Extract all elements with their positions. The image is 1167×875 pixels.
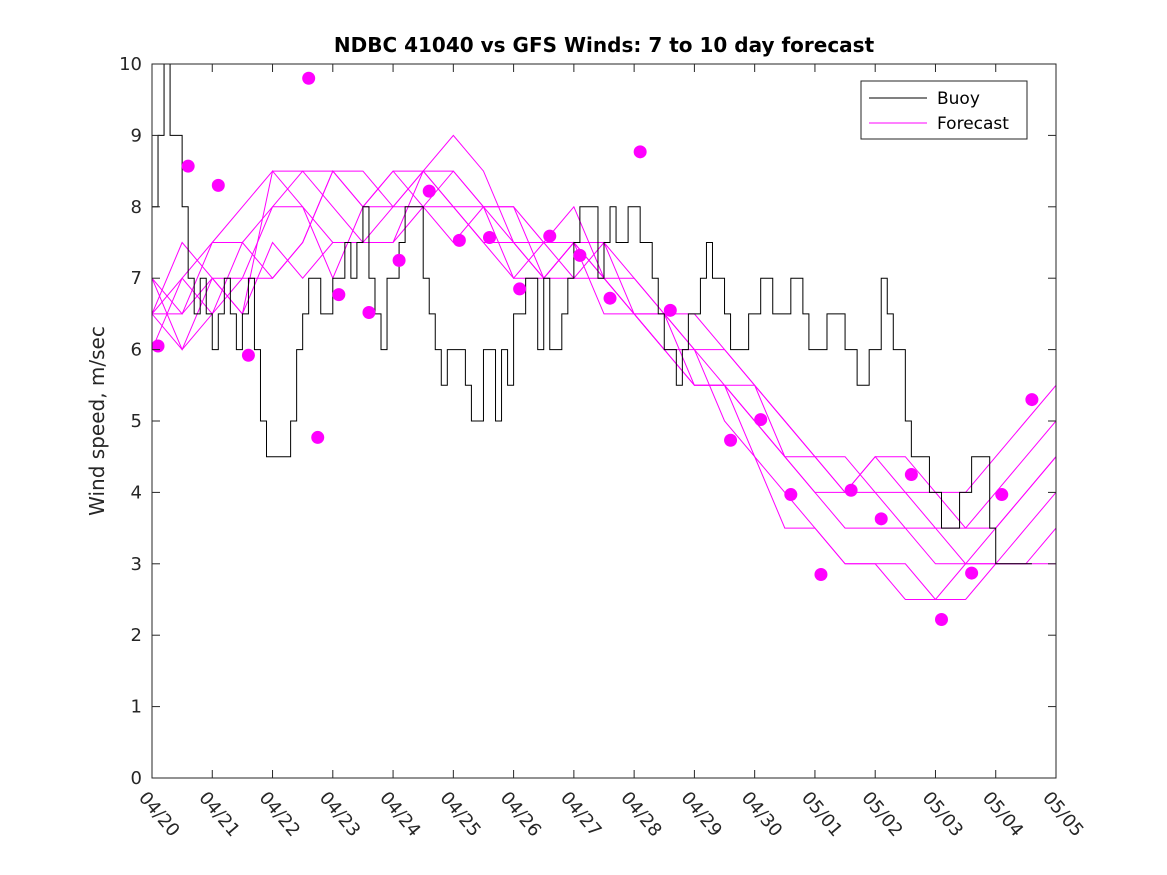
forecast-marker	[754, 413, 768, 427]
forecast-marker	[603, 291, 617, 305]
forecast-marker	[482, 231, 496, 245]
forecast-marker	[302, 71, 316, 85]
y-axis-label: Wind speed, m/sec	[85, 326, 109, 516]
legend: Buoy Forecast	[860, 80, 1028, 140]
forecast-marker	[904, 468, 918, 482]
forecast-marker	[211, 178, 225, 192]
y-tick-label: 6	[131, 340, 142, 361]
buoy-line	[152, 64, 1032, 565]
forecast-marker	[633, 145, 647, 159]
forecast-marker	[241, 348, 255, 362]
y-tick-label: 7	[131, 268, 142, 289]
forecast-marker	[152, 339, 165, 353]
forecast-marker	[844, 483, 858, 497]
y-tick-label: 10	[119, 54, 142, 75]
forecast-marker	[332, 288, 346, 302]
forecast-marker	[784, 488, 798, 502]
forecast-marker	[934, 612, 948, 626]
y-tick-label: 8	[131, 197, 142, 218]
y-tick-label: 9	[131, 125, 142, 146]
forecast-marker	[311, 430, 325, 444]
forecast-line	[152, 170, 1056, 493]
legend-box	[860, 80, 1028, 140]
forecast-marker	[663, 303, 677, 317]
legend-label: Forecast	[937, 114, 1009, 134]
y-tick-label: 1	[131, 697, 142, 718]
forecast-marker	[814, 568, 828, 582]
forecast-marker	[513, 282, 527, 296]
forecast-marker	[965, 566, 979, 580]
y-tick-label: 4	[131, 482, 142, 503]
forecast-marker	[573, 248, 587, 262]
forecast-marker	[724, 433, 738, 447]
forecast-marker	[874, 512, 888, 526]
forecast-marker	[392, 253, 406, 267]
y-tick-label: 2	[131, 625, 142, 646]
chart-title: NDBC 41040 vs GFS Winds: 7 to 10 day for…	[334, 33, 875, 57]
forecast-marker	[543, 229, 557, 243]
y-tick-label: 5	[131, 411, 142, 432]
forecast-marker	[362, 305, 376, 319]
forecast-marker	[181, 159, 195, 173]
y-tick-label: 0	[131, 768, 142, 789]
series-group	[152, 64, 1056, 626]
forecast-marker	[995, 488, 1009, 502]
legend-label: Buoy	[937, 89, 980, 109]
forecast-marker	[452, 233, 466, 247]
forecast-marker	[1025, 393, 1039, 407]
y-tick-label: 3	[131, 554, 142, 575]
forecast-marker	[422, 184, 436, 198]
